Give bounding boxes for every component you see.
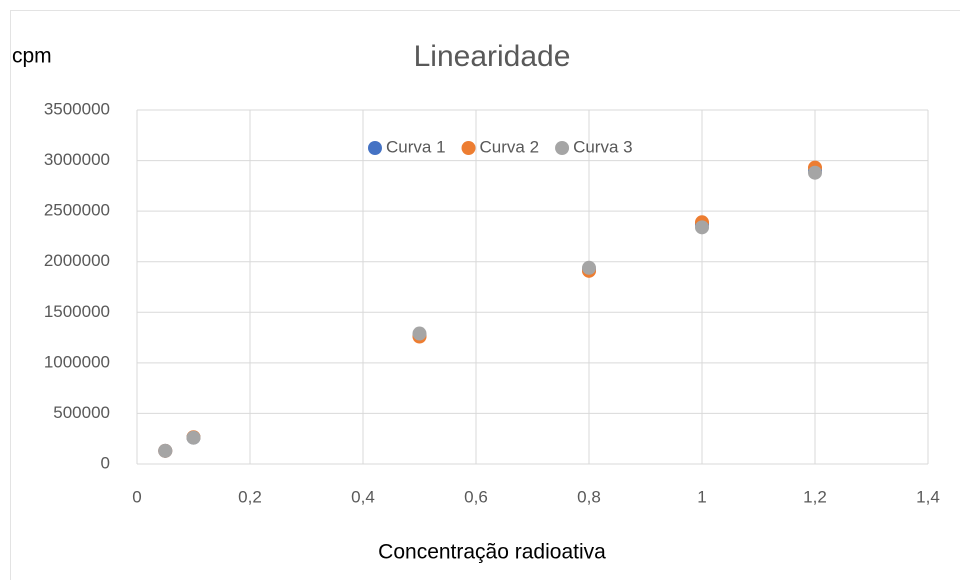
y-tick-label: 0: [101, 453, 110, 472]
legend-label: Curva 2: [480, 137, 540, 156]
y-tick-label: 3500000: [44, 99, 110, 118]
x-axis-title: Concentração radioativa: [378, 541, 606, 564]
legend-label: Curva 3: [573, 137, 633, 156]
x-tick-label: 0,8: [577, 487, 601, 506]
x-tick-label: 0,2: [238, 487, 262, 506]
x-tick-label: 0,6: [464, 487, 488, 506]
legend-marker: [461, 141, 476, 155]
data-point: [582, 260, 596, 275]
legend-marker: [368, 141, 382, 155]
data-point: [412, 326, 427, 341]
data-point: [158, 443, 173, 458]
y-axis-title: cpm: [12, 45, 52, 68]
legend-label: Curva 1: [386, 137, 446, 156]
x-tick-label: 1,2: [803, 487, 827, 506]
chart-frame: [10, 10, 960, 580]
y-tick-label: 1500000: [44, 302, 110, 321]
x-tick-label: 1,4: [916, 487, 940, 506]
y-tick-label: 3000000: [44, 150, 110, 169]
data-point: [186, 430, 201, 445]
y-tick-label: 2500000: [44, 201, 110, 220]
data-point: [695, 220, 709, 235]
y-tick-label: 2000000: [44, 251, 110, 270]
y-tick-label: 500000: [53, 403, 110, 422]
x-tick-label: 0: [132, 487, 141, 506]
x-tick-label: 1: [697, 487, 706, 506]
chart-title: Linearidade: [414, 40, 571, 73]
legend-marker: [555, 141, 570, 155]
data-point: [808, 165, 822, 180]
x-tick-label: 0,4: [351, 487, 375, 506]
y-tick-label: 1000000: [44, 352, 110, 371]
